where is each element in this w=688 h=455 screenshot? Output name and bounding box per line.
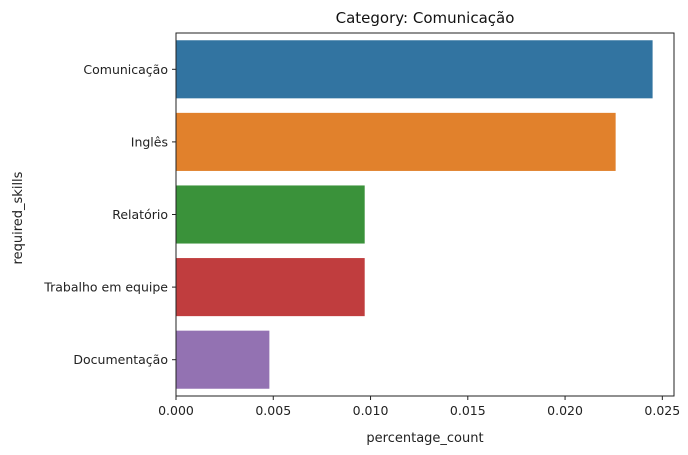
chart-title: Category: Comunicação: [336, 9, 515, 27]
plot-frame: [175, 32, 675, 397]
y-tick-label-0: Comunicação: [83, 62, 168, 77]
bar-3: [176, 258, 365, 317]
y-axis-ticks: Comunicação Inglês Relatório Trabalho em eq…: [43, 62, 176, 367]
bar-4: [176, 330, 270, 389]
bar-2: [176, 185, 365, 244]
x-tick-label-2: 0.010: [353, 403, 389, 418]
y-axis-label: required_skills: [11, 171, 26, 264]
y-tick-label-4: Documentação: [73, 352, 168, 367]
y-tick-label-2: Relatório: [112, 207, 168, 222]
bar-0: [176, 40, 653, 99]
x-tick-label-5: 0.025: [644, 403, 680, 418]
x-tick-label-0: 0.000: [158, 403, 194, 418]
bars-group: [176, 40, 653, 389]
y-tick-label-3: Trabalho em equipe: [43, 280, 168, 295]
x-axis-label: percentage_count: [366, 431, 483, 446]
x-tick-label-3: 0.015: [450, 403, 486, 418]
bar-1: [176, 112, 616, 171]
x-tick-label-4: 0.020: [547, 403, 583, 418]
x-axis-ticks: 0.000 0.005 0.010 0.015 0.020 0.025: [158, 396, 680, 418]
x-tick-label-1: 0.005: [255, 403, 291, 418]
y-tick-label-1: Inglês: [131, 134, 168, 149]
